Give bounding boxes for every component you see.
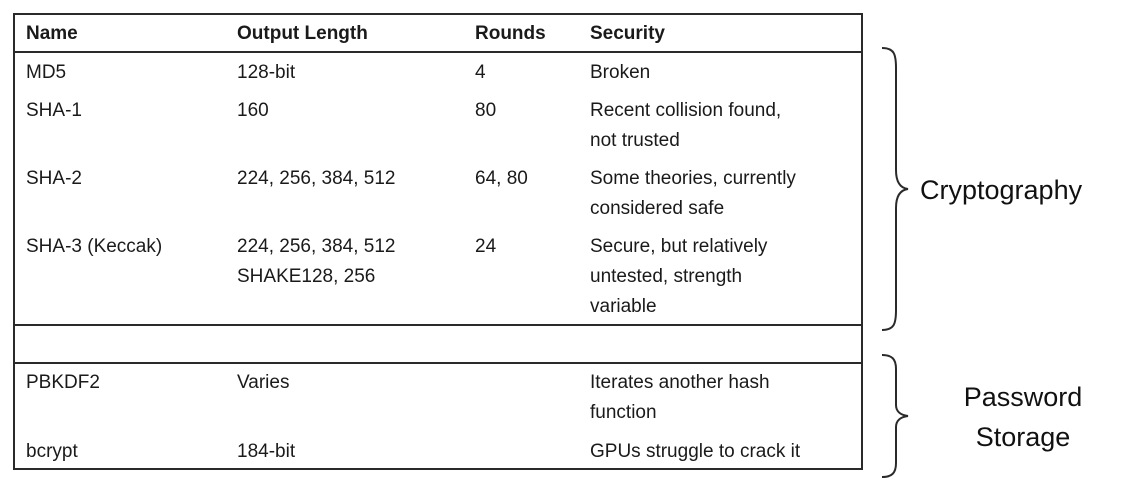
header-security: Security (590, 23, 665, 44)
row-security-line-2: considered safe (590, 198, 725, 219)
group-divider-top (15, 324, 861, 326)
row-name: SHA-3 (Keccak) (26, 236, 163, 257)
header-rounds: Rounds (475, 23, 546, 44)
row-security: Broken (590, 62, 651, 83)
row-output-length: 184-bit (237, 441, 296, 462)
row-output-length: 224, 256, 384, 512 (237, 168, 396, 189)
row-output-length: 160 (237, 100, 269, 121)
hash-function-table: Name Output Length Rounds Security MD5 1… (13, 13, 863, 470)
row-security: GPUs struggle to crack it (590, 441, 801, 462)
header-name: Name (26, 23, 78, 44)
row-security: Secure, but relatively (590, 236, 768, 257)
row-security: Recent collision found, (590, 100, 782, 121)
header-output-length: Output Length (237, 23, 368, 44)
cryptography-brace (878, 46, 918, 332)
row-security-line-3: variable (590, 296, 657, 317)
row-rounds: 24 (475, 236, 497, 257)
row-security-line-2: untested, strength (590, 266, 743, 287)
row-output-length: Varies (237, 372, 290, 393)
group-label-cryptography: Cryptography (920, 175, 1083, 205)
row-name: PBKDF2 (26, 372, 100, 393)
row-name: bcrypt (26, 441, 78, 462)
group-divider-bottom (15, 362, 861, 364)
row-security: Some theories, currently (590, 168, 796, 189)
row-rounds: 4 (475, 62, 486, 83)
row-name: SHA-1 (26, 100, 82, 121)
row-output-length: 224, 256, 384, 512 (237, 236, 396, 257)
row-rounds: 80 (475, 100, 497, 121)
row-rounds: 64, 80 (475, 168, 528, 189)
row-output-length-line-2: SHAKE128, 256 (237, 266, 376, 287)
header-divider (15, 51, 861, 53)
row-security-line-2: not trusted (590, 130, 680, 151)
row-name: MD5 (26, 62, 67, 83)
group-label-storage: Storage (975, 422, 1071, 452)
row-name: SHA-2 (26, 168, 82, 189)
password-storage-brace (878, 353, 918, 479)
row-security: Iterates another hash (590, 372, 770, 393)
group-label-password: Password (963, 382, 1083, 412)
row-output-length: 128-bit (237, 62, 296, 83)
row-security-line-2: function (590, 402, 657, 423)
